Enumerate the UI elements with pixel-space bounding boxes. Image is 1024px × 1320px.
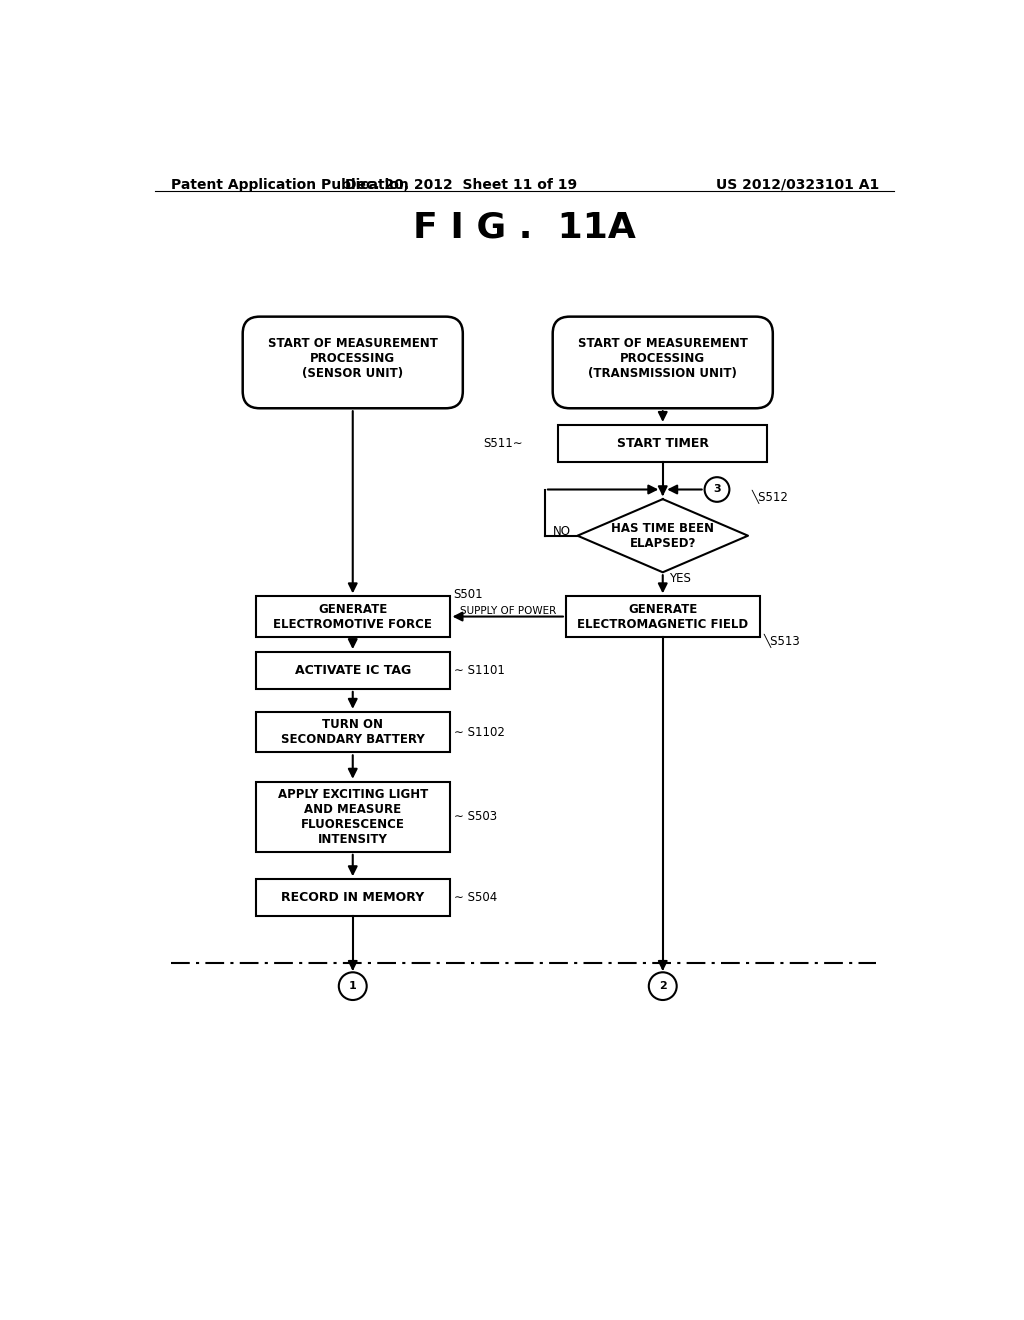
FancyBboxPatch shape bbox=[558, 425, 767, 462]
Text: GENERATE
ELECTROMAGNETIC FIELD: GENERATE ELECTROMAGNETIC FIELD bbox=[578, 602, 749, 631]
Text: YES: YES bbox=[669, 572, 691, 585]
FancyBboxPatch shape bbox=[566, 597, 760, 636]
FancyBboxPatch shape bbox=[243, 317, 463, 408]
Circle shape bbox=[339, 973, 367, 1001]
FancyBboxPatch shape bbox=[256, 597, 450, 636]
Text: ╲S513: ╲S513 bbox=[764, 634, 800, 648]
Text: Patent Application Publication: Patent Application Publication bbox=[171, 178, 409, 191]
Text: START OF MEASUREMENT
PROCESSING
(TRANSMISSION UNIT): START OF MEASUREMENT PROCESSING (TRANSMI… bbox=[578, 337, 748, 380]
Text: ACTIVATE IC TAG: ACTIVATE IC TAG bbox=[295, 664, 411, 677]
FancyBboxPatch shape bbox=[256, 711, 450, 752]
FancyBboxPatch shape bbox=[256, 879, 450, 916]
Text: START TIMER: START TIMER bbox=[616, 437, 709, 450]
Text: 2: 2 bbox=[658, 981, 667, 991]
FancyBboxPatch shape bbox=[256, 781, 450, 851]
Text: ∼ S503: ∼ S503 bbox=[454, 810, 497, 824]
Text: RECORD IN MEMORY: RECORD IN MEMORY bbox=[282, 891, 424, 904]
Text: US 2012/0323101 A1: US 2012/0323101 A1 bbox=[717, 178, 880, 191]
Text: 3: 3 bbox=[713, 484, 721, 495]
Text: ∼ S504: ∼ S504 bbox=[454, 891, 497, 904]
Text: HAS TIME BEEN
ELAPSED?: HAS TIME BEEN ELAPSED? bbox=[611, 521, 715, 549]
FancyBboxPatch shape bbox=[553, 317, 773, 408]
Circle shape bbox=[705, 477, 729, 502]
Polygon shape bbox=[578, 499, 748, 573]
Text: ∼ S1102: ∼ S1102 bbox=[454, 726, 505, 739]
Text: START OF MEASUREMENT
PROCESSING
(SENSOR UNIT): START OF MEASUREMENT PROCESSING (SENSOR … bbox=[268, 337, 437, 380]
Text: S511∼: S511∼ bbox=[483, 437, 523, 450]
Circle shape bbox=[649, 973, 677, 1001]
Text: NO: NO bbox=[553, 525, 571, 539]
Text: SUPPLY OF POWER: SUPPLY OF POWER bbox=[460, 606, 556, 616]
Text: TURN ON
SECONDARY BATTERY: TURN ON SECONDARY BATTERY bbox=[281, 718, 425, 746]
Text: 1: 1 bbox=[349, 981, 356, 991]
FancyBboxPatch shape bbox=[256, 652, 450, 689]
Text: ╲S512: ╲S512 bbox=[752, 491, 788, 504]
Text: S501: S501 bbox=[454, 589, 483, 601]
Text: GENERATE
ELECTROMOTIVE FORCE: GENERATE ELECTROMOTIVE FORCE bbox=[273, 602, 432, 631]
Text: Dec. 20, 2012  Sheet 11 of 19: Dec. 20, 2012 Sheet 11 of 19 bbox=[345, 178, 578, 191]
Text: ∼ S1101: ∼ S1101 bbox=[454, 664, 505, 677]
Text: APPLY EXCITING LIGHT
AND MEASURE
FLUORESCENCE
INTENSITY: APPLY EXCITING LIGHT AND MEASURE FLUORES… bbox=[278, 788, 428, 846]
Text: F I G .  11A: F I G . 11A bbox=[414, 211, 636, 244]
